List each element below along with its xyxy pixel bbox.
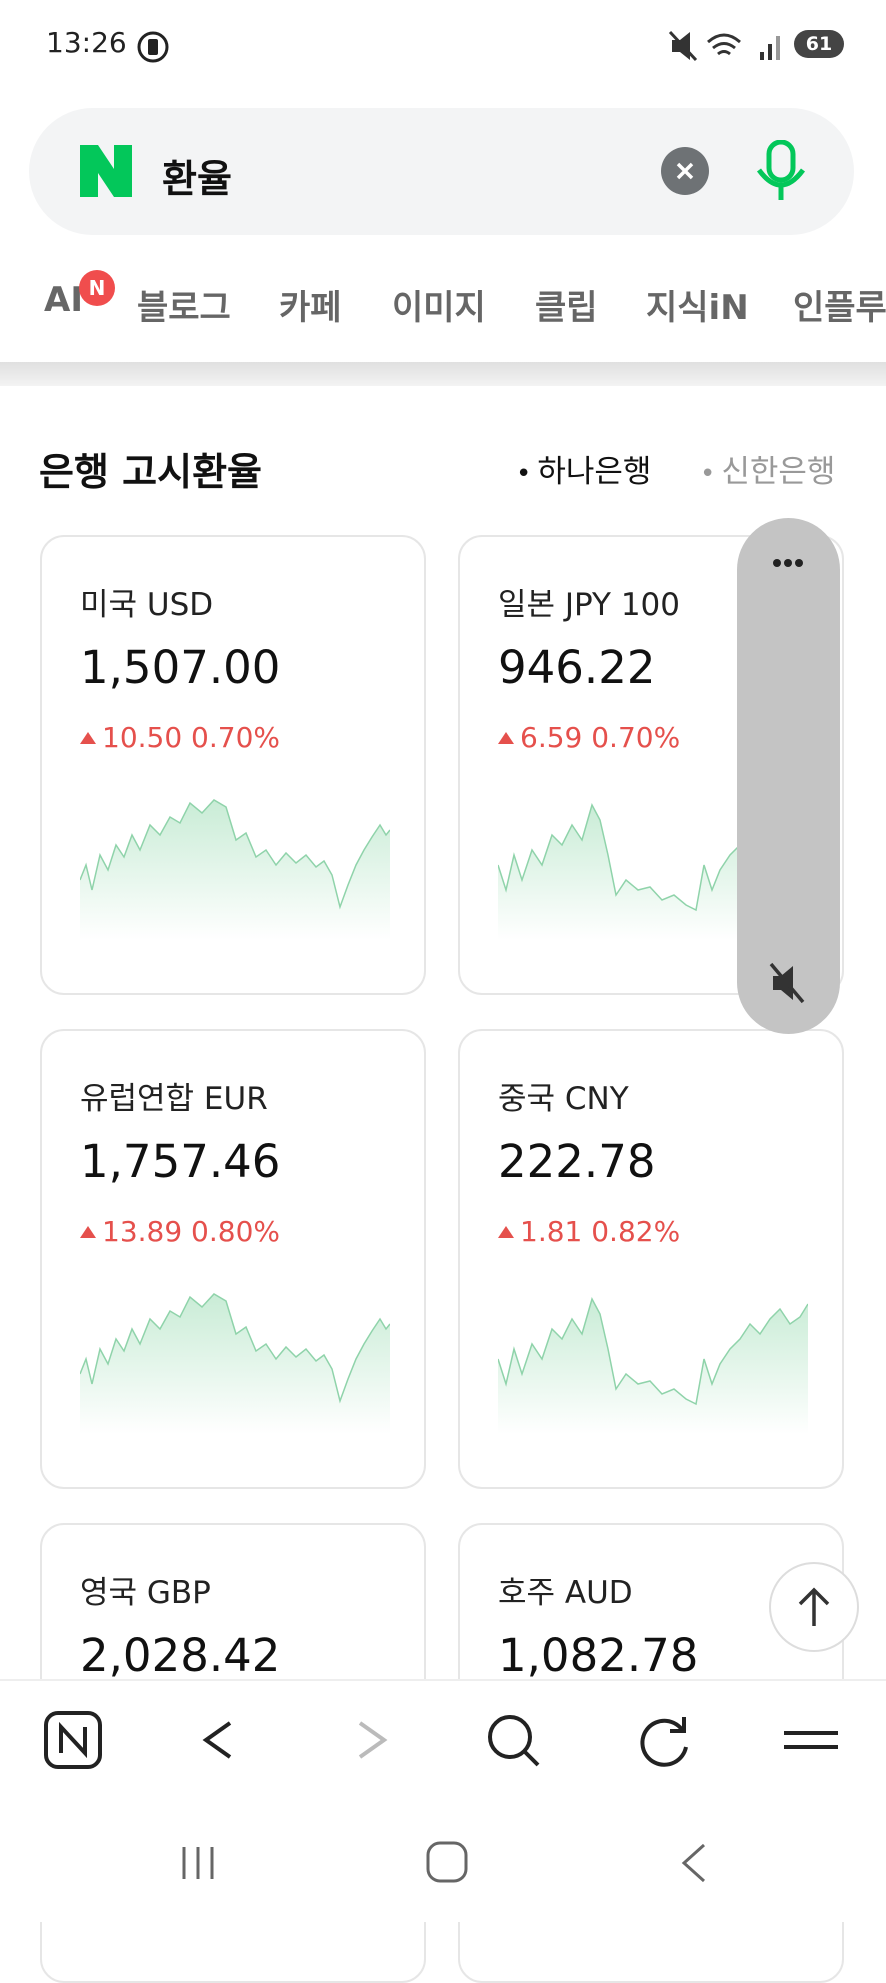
rate-value: 222.78 (498, 1135, 656, 1188)
sparkline (498, 804, 808, 940)
rate-change: 1.81 0.82% (498, 1215, 680, 1248)
bullet: • (516, 459, 532, 489)
rate-change: 10.50 0.70% (80, 721, 280, 754)
tab[interactable]: 블로그 (137, 288, 231, 328)
recents[interactable] (182, 1847, 214, 1879)
currency-name: 영국 GBP (80, 1575, 211, 1611)
section-title: 은행 고시환율 (39, 450, 262, 494)
home[interactable] (426, 1841, 468, 1883)
arrow-up (798, 1587, 830, 1626)
tab[interactable]: 클립 (535, 288, 598, 328)
sparkline-area (80, 1294, 390, 1434)
rate-card[interactable]: 중국 CNY 222.78 1.81 0.82% (458, 1029, 844, 1489)
bank-tab[interactable]: • 하나은행 (516, 446, 651, 491)
search-query[interactable]: 환율 (162, 157, 232, 201)
currency-name: 중국 CNY (498, 1081, 629, 1117)
search-bar[interactable] (29, 108, 854, 235)
mic-button[interactable] (752, 140, 810, 204)
tab[interactable]: 인플루 (793, 288, 886, 328)
bank-name: 신한은행 (721, 454, 836, 490)
currency-name: 유럽연합 EUR (80, 1081, 268, 1117)
scroll-top-button[interactable] (769, 1562, 859, 1652)
bullet: • (700, 459, 716, 489)
panel-icons (769, 559, 805, 1004)
currency-name: 미국 USD (80, 587, 214, 623)
rate-value: 1,757.46 (80, 1135, 281, 1188)
tab[interactable]: 이미지 (392, 288, 486, 328)
sparkline (80, 1293, 390, 1434)
rate-value: 2,028.42 (80, 1629, 281, 1682)
rate-change: 13.89 0.80% (80, 1215, 280, 1248)
naver-logo[interactable] (80, 145, 132, 197)
sys-back[interactable] (681, 1843, 706, 1883)
sparkline (80, 799, 390, 940)
clear-icon (676, 162, 694, 180)
status-time: 13:26 (46, 26, 127, 59)
refresh[interactable] (640, 1717, 688, 1767)
rate-value: 1,507.00 (80, 641, 281, 694)
forward[interactable] (358, 1721, 388, 1759)
sparkline-area (80, 800, 390, 940)
bank-name: 하나은행 (537, 454, 652, 490)
rate-change: 6.59 0.70% (498, 721, 680, 754)
divider (0, 362, 886, 386)
tab-bar: AI 블로그 카페 이미지 클립 지식iN 인플루 (0, 280, 886, 330)
rate-value: 1,082.78 (498, 1629, 699, 1682)
tab[interactable]: 카페 (279, 288, 342, 328)
back[interactable] (202, 1721, 232, 1759)
rate-card[interactable]: 미국 USD 1,507.00 10.50 0.70% (40, 535, 426, 995)
bank-tab[interactable]: • 신한은행 (700, 446, 835, 491)
rate-value: 946.22 (498, 641, 656, 694)
status-icons (668, 30, 780, 62)
sparkline-area (498, 805, 808, 940)
nav-icons (44, 1711, 838, 1883)
home-n[interactable] (44, 1711, 102, 1769)
screen: 13:26 61 환율 AI 블로그 카페 이미지 클립 지식iN 인플루 N 은행 고시환… (0, 0, 886, 1920)
bottom-nav (0, 1679, 886, 1922)
tab[interactable]: AI (44, 280, 83, 320)
menu[interactable] (784, 1731, 838, 1749)
ai-badge: N (79, 270, 115, 306)
battery: 61 (794, 30, 844, 58)
sparkline (498, 1298, 808, 1434)
currency-name: 호주 AUD (498, 1575, 633, 1611)
search-icon[interactable] (488, 1715, 540, 1767)
rate-card[interactable]: 유럽연합 EUR 1,757.46 13.89 0.80% (40, 1029, 426, 1489)
currency-name: 일본 JPY 100 (498, 587, 681, 623)
status-icon (137, 31, 169, 63)
floating-panel[interactable] (737, 518, 840, 1034)
sparkline-area (498, 1299, 808, 1434)
tab[interactable]: 지식iN (646, 288, 749, 328)
clear-button[interactable] (661, 147, 709, 195)
